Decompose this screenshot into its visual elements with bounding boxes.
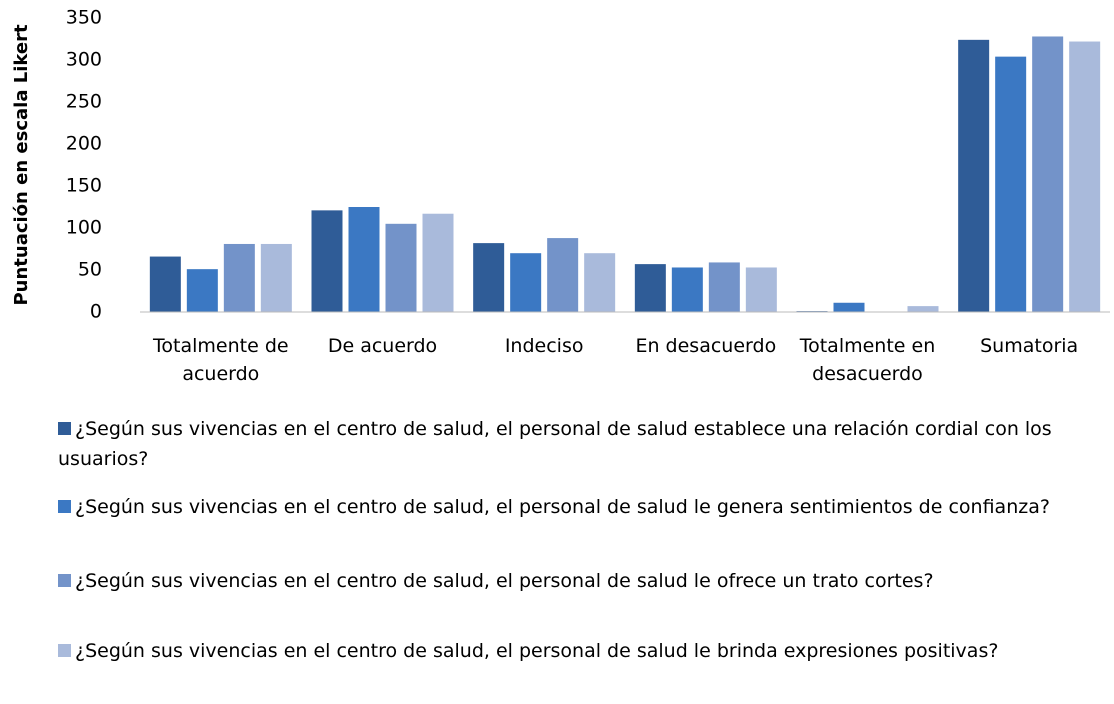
chart: Puntuación en escala Likert 0 50 100 150 200… [11,7,1110,323]
x-tick-label: Indeciso [504,335,584,357]
bar [311,210,343,312]
legend-label: ¿Según sus vivencias en el centro de sal… [75,496,1050,518]
bar [958,39,990,313]
bar [907,306,939,312]
bar [634,264,666,312]
y-tick-label: 300 [66,49,102,71]
bar [385,223,417,312]
y-tick-label: 0 [90,301,102,323]
y-tick-label: 200 [66,133,102,155]
bar [995,56,1027,312]
bar [348,207,380,312]
legend-entry: ¿Según sus vivencias en el centro de sal… [58,414,1088,474]
bar [223,243,255,312]
legend-swatch [58,644,71,657]
x-tick-label: Totalmente en desacuerdo [799,335,936,385]
bar [671,267,703,312]
legend-entry: ¿Según sus vivencias en el centro de sal… [58,636,1088,666]
bar [1069,41,1101,313]
legend-swatch [58,422,71,435]
bar [584,253,616,312]
legend-label: ¿Según sus vivencias en el centro de sal… [75,640,999,662]
legend-swatch [58,574,71,587]
bar [745,267,777,312]
y-tick-label: 250 [66,91,102,113]
bar [833,302,865,312]
x-tick-label: Sumatoria [980,335,1079,357]
bar [260,243,292,312]
legend-entry: ¿Según sus vivencias en el centro de sal… [58,492,1088,522]
legend-swatch [58,500,71,513]
y-tick-label: 350 [66,7,102,29]
legend-label: ¿Según sus vivencias en el centro de sal… [75,570,934,592]
bar [708,262,740,312]
bar [422,213,454,312]
y-axis-title: Puntuación en escala Likert [11,24,32,305]
x-tick-label: En desacuerdo [635,335,777,357]
legend-entry: ¿Según sus vivencias en el centro de sal… [58,566,1088,596]
bar [1032,36,1064,312]
bar [547,238,579,312]
bar [149,256,181,312]
legend-label: ¿Según sus vivencias en el centro de sal… [58,418,1052,470]
bar [186,269,218,312]
y-tick-label: 50 [78,259,102,281]
y-tick-label: 100 [66,217,102,239]
bar [510,253,542,312]
x-tick-label: De acuerdo [327,335,438,357]
x-tick-label: Totalmente de acuerdo [153,335,289,385]
bar [473,243,505,312]
y-tick-label: 150 [66,175,102,197]
